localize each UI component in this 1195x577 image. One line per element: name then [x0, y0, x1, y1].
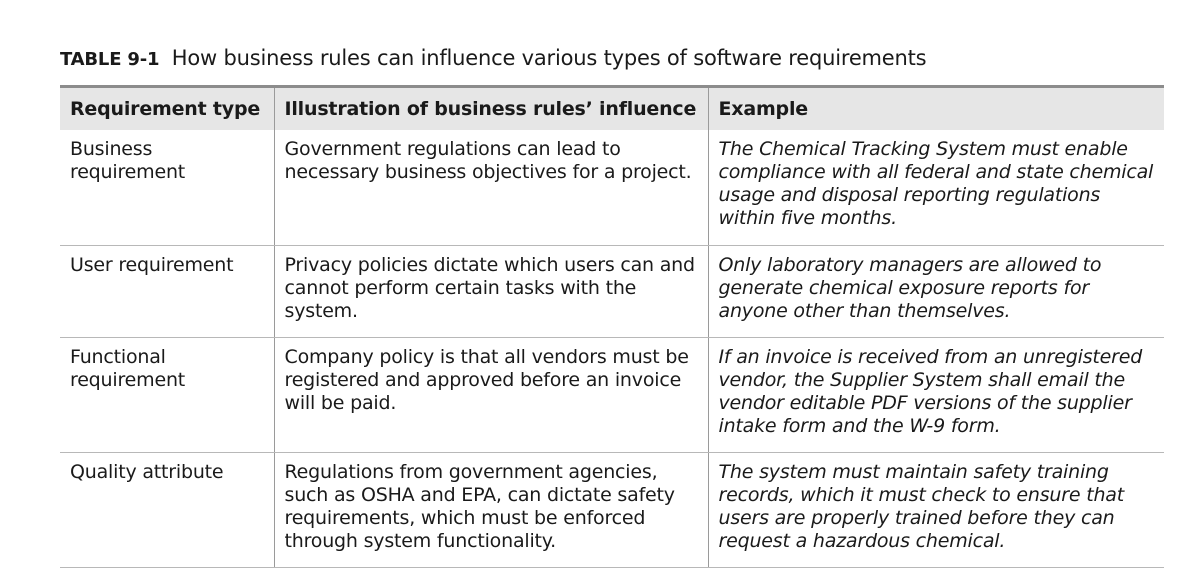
header-illustration: Illustration of business rules’ influenc… — [273, 85, 708, 130]
table-row: Functional requirement Company policy is… — [60, 337, 1164, 453]
header-example: Example — [707, 85, 1164, 130]
table-row: Quality attribute Regulations from gover… — [60, 452, 1164, 568]
cell-illustration: Privacy policies dictate which users can… — [273, 245, 708, 338]
cell-example: Only laboratory managers are allowed to … — [707, 245, 1164, 338]
cell-requirement-type: User requirement — [60, 245, 274, 338]
cell-illustration: Company policy is that all vendors must … — [273, 337, 708, 453]
cell-example: The Chemical Tracking System must enable… — [707, 130, 1164, 246]
table-title: How business rules can influence various… — [171, 46, 927, 70]
cell-illustration: Government regulations can lead to neces… — [273, 130, 708, 246]
table-caption: TABLE 9-1 How business rules can influen… — [60, 44, 927, 74]
table-row: User requirement Privacy policies dictat… — [60, 245, 1164, 338]
table-row: Business requirement Government regulati… — [60, 130, 1164, 246]
cell-requirement-type: Quality attribute — [60, 452, 274, 568]
cell-example: The system must maintain safety training… — [707, 452, 1164, 568]
cell-requirement-type: Functional requirement — [60, 337, 274, 453]
table-number: TABLE 9-1 — [60, 49, 160, 70]
cell-illustration: Regulations from government agencies, su… — [273, 452, 708, 568]
cell-example: If an invoice is received from an unregi… — [707, 337, 1164, 453]
cell-requirement-type: Business requirement — [60, 130, 274, 246]
header-requirement-type: Requirement type — [60, 85, 274, 130]
requirements-table: Requirement type Illustration of busines… — [60, 85, 1164, 568]
table-header-row: Requirement type Illustration of busines… — [60, 85, 1164, 130]
